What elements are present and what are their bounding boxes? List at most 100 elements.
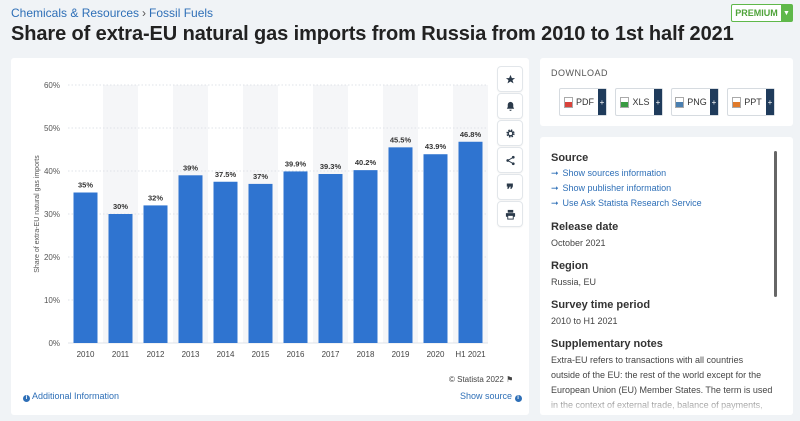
statistic-details-panel: Source ➞ Show sources information ➞ Show p… (540, 137, 793, 415)
download-ppt-button[interactable]: PPT + (727, 88, 775, 116)
x-tick-label: 2014 (217, 350, 235, 359)
ask-statista-link[interactable]: ➞ Use Ask Statista Research Service (551, 198, 773, 209)
download-png-button[interactable]: PNG + (671, 88, 719, 116)
download-pdf-button[interactable]: PDF + (559, 88, 607, 116)
data-label: 39% (183, 163, 198, 172)
data-label: 43.9% (425, 142, 447, 151)
show-source-link[interactable]: Show source i (460, 391, 522, 402)
arrow-right-icon: ➞ (551, 183, 559, 193)
info-icon: i (514, 395, 522, 402)
download-xls-label: XLS (632, 97, 650, 107)
download-ppt-label: PPT (744, 97, 762, 107)
x-tick-label: 2012 (147, 350, 165, 359)
statista-copyright: © Statista 2022 ⚑ (449, 375, 513, 384)
plus-icon: + (710, 89, 718, 115)
download-pdf-label: PDF (576, 97, 594, 107)
details-scrollbar[interactable] (774, 151, 777, 297)
show-publisher-link[interactable]: ➞ Show publisher information (551, 183, 773, 194)
data-label: 37% (253, 172, 268, 181)
plus-icon: + (766, 89, 774, 115)
print-button[interactable] (498, 202, 522, 226)
data-label: 40.2% (355, 158, 377, 167)
ppt-file-icon (732, 96, 742, 108)
pdf-file-icon (564, 96, 573, 108)
show-source-label: Show source (460, 391, 513, 401)
png-file-icon (675, 96, 685, 108)
page-title: Share of extra-EU natural gas imports fr… (11, 23, 734, 45)
data-label: 39.3% (320, 162, 342, 171)
region-value: Russia, EU (551, 277, 597, 287)
bar (178, 175, 203, 343)
bar (143, 205, 168, 343)
gear-icon (505, 128, 515, 138)
survey-period-heading: Survey time period (551, 299, 651, 311)
x-tick-label: 2019 (392, 350, 410, 359)
x-tick-label: 2020 (427, 350, 445, 359)
download-title: DOWNLOAD (551, 68, 609, 78)
premium-button[interactable]: PREMIUM ▼ (731, 4, 793, 22)
data-label: 37.5% (215, 170, 237, 179)
y-tick-label: 20% (44, 253, 60, 262)
bar (388, 147, 413, 343)
additional-information-label: Additional Information (32, 391, 120, 401)
cite-button[interactable]: ❞ (498, 175, 522, 199)
y-tick-label: 10% (44, 296, 60, 305)
share-icon (505, 155, 515, 165)
bar (458, 141, 483, 343)
bar (423, 154, 448, 343)
chevron-down-icon: ▼ (781, 5, 792, 21)
bar (248, 183, 273, 343)
additional-information-link[interactable]: i Additional Information (23, 391, 119, 402)
arrow-right-icon: ➞ (551, 198, 559, 208)
region-heading: Region (551, 260, 589, 272)
breadcrumb-separator: › (142, 6, 147, 20)
xls-file-icon (620, 96, 630, 108)
notification-button[interactable] (498, 94, 522, 118)
download-png-label: PNG (687, 97, 707, 107)
x-tick-label: 2011 (112, 350, 130, 359)
x-tick-label: 2013 (182, 350, 200, 359)
show-sources-link[interactable]: ➞ Show sources information (551, 168, 773, 179)
settings-button[interactable] (498, 121, 522, 145)
plus-icon: + (598, 89, 606, 115)
arrow-right-icon: ➞ (551, 168, 559, 178)
x-tick-label: 2010 (77, 350, 95, 359)
release-date-heading: Release date (551, 221, 619, 233)
bar (283, 171, 308, 343)
y-tick-label: 50% (44, 124, 60, 133)
x-tick-label: 2016 (287, 350, 305, 359)
data-label: 45.5% (390, 135, 412, 144)
y-axis-label: Share of extra-EU natural gas imports (34, 155, 41, 273)
favorite-button[interactable] (498, 67, 522, 91)
bar (318, 174, 343, 343)
breadcrumb: Chemicals & Resources › Fossil Fuels (11, 6, 213, 20)
plus-icon: + (654, 89, 662, 115)
y-tick-label: 40% (44, 167, 60, 176)
source-heading: Source (551, 152, 589, 164)
bar (73, 192, 98, 343)
y-tick-label: 60% (44, 81, 60, 90)
download-xls-button[interactable]: XLS + (615, 88, 663, 116)
info-icon: i (23, 395, 30, 402)
ask-statista-label: Use Ask Statista Research Service (562, 198, 702, 208)
y-tick-label: 0% (48, 339, 60, 348)
x-tick-label: 2015 (252, 350, 270, 359)
data-label: 35% (78, 181, 93, 190)
share-button[interactable] (498, 148, 522, 172)
copyright-text: © Statista 2022 (449, 375, 504, 384)
data-label: 30% (113, 202, 128, 211)
x-tick-label: 2017 (322, 350, 340, 359)
show-publisher-label: Show publisher information (562, 183, 672, 193)
y-tick-label: 30% (44, 210, 60, 219)
data-label: 46.8% (460, 130, 482, 139)
breadcrumb-fossil-fuels[interactable]: Fossil Fuels (149, 6, 214, 20)
breadcrumb-chemicals-resources[interactable]: Chemicals & Resources (11, 6, 140, 20)
survey-period-value: 2010 to H1 2021 (551, 316, 618, 326)
x-tick-label: 2018 (357, 350, 375, 359)
supplementary-notes-heading: Supplementary notes (551, 338, 663, 350)
release-date-value: October 2021 (551, 238, 606, 248)
print-icon (505, 209, 515, 220)
bar-chart: 0% 10% 20% 30% 40% 50% 60% 35% 2010 30% 2011 32% 201… (34, 81, 488, 359)
bell-icon (506, 101, 514, 111)
premium-label: PREMIUM (735, 8, 778, 18)
